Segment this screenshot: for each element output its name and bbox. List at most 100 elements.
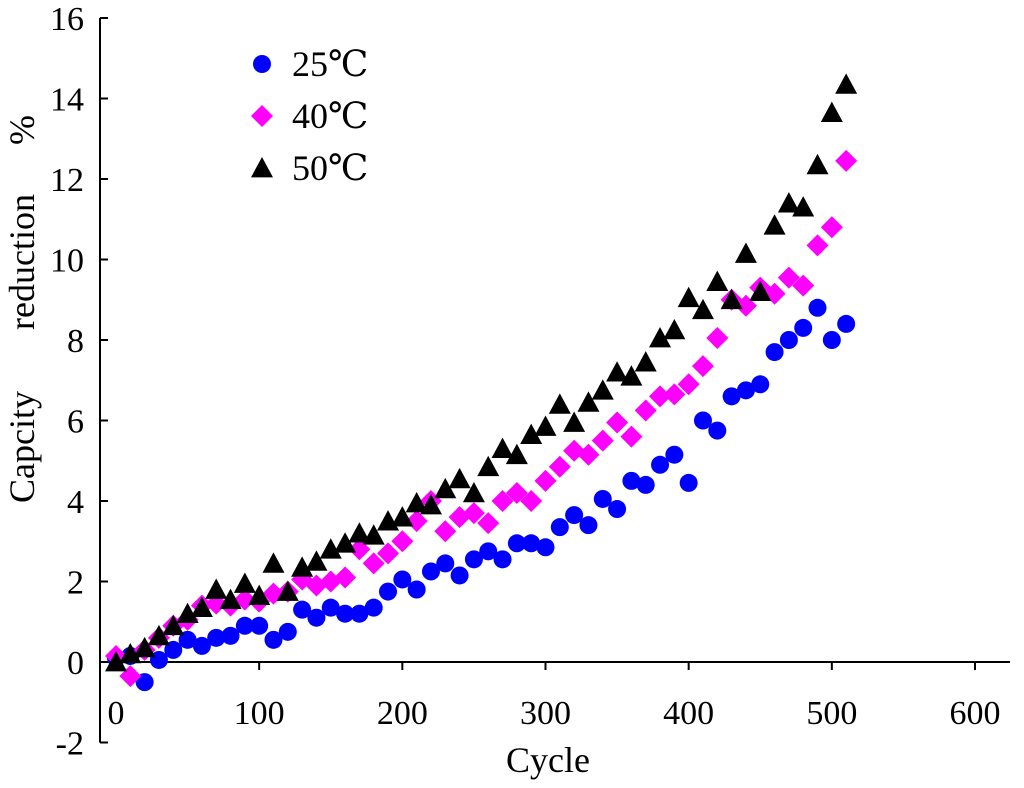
data-point (763, 214, 786, 235)
data-point (677, 373, 700, 396)
data-point (379, 582, 398, 601)
x-tick-label: 200 (377, 695, 428, 732)
data-point (205, 578, 228, 599)
data-point (133, 636, 156, 658)
data-point (835, 149, 858, 172)
data-point (164, 640, 183, 659)
data-point (393, 570, 412, 589)
data-point (779, 331, 798, 349)
data-point (491, 437, 514, 459)
data-point (505, 481, 528, 504)
data-point (178, 630, 197, 649)
data-point (806, 234, 829, 257)
data-point (550, 518, 569, 537)
data-point (765, 343, 784, 362)
data-point (434, 520, 457, 543)
data-point (362, 552, 385, 575)
series-diamond (105, 149, 858, 688)
y-tick-label: 0 (67, 645, 84, 682)
data-point (693, 411, 712, 430)
data-point (651, 455, 670, 474)
x-tick-label: 300 (520, 695, 571, 732)
data-point (162, 614, 185, 636)
y-tick-label: 6 (67, 404, 84, 441)
data-point (105, 651, 127, 672)
y-tick-label: 16 (50, 1, 84, 38)
x-tick-label: 400 (663, 695, 714, 732)
data-point (264, 630, 283, 649)
data-point (391, 530, 414, 553)
data-point (665, 445, 684, 464)
data-point (450, 566, 469, 585)
data-point (534, 469, 557, 492)
y-axis-title-part-1: Capcity (2, 391, 42, 503)
data-point (722, 387, 741, 406)
data-point (608, 500, 627, 519)
data-point (377, 542, 400, 565)
data-point (777, 192, 800, 213)
data-point (505, 443, 528, 465)
data-point (622, 471, 641, 490)
data-point (419, 494, 442, 515)
x-tick-label: 0 (108, 695, 125, 732)
data-point (235, 616, 254, 635)
data-point (407, 580, 426, 599)
data-point (591, 379, 614, 400)
data-point (207, 628, 226, 647)
data-point (276, 580, 299, 601)
x-tick-label: 100 (234, 695, 285, 732)
data-point (421, 562, 440, 581)
legend-label: 40℃ (292, 96, 368, 136)
data-point (792, 196, 815, 217)
data-point (620, 365, 643, 386)
data-point (321, 598, 340, 617)
data-point (221, 626, 240, 645)
y-tick-label: 10 (50, 243, 84, 280)
data-point (520, 490, 543, 512)
data-point (579, 516, 598, 535)
data-point (649, 326, 672, 348)
data-point (706, 326, 729, 349)
x-axis-title: Cycle (506, 740, 590, 780)
data-point (248, 584, 271, 605)
tick-labels: -2 0 2 4 6 8 10 12 14 16 0 100 200 300 400 500 600 (50, 1, 1001, 763)
data-point (391, 506, 414, 527)
y-tick-label: 14 (50, 82, 84, 119)
series-circle (107, 298, 856, 692)
data-point (634, 399, 657, 422)
data-point (649, 385, 672, 408)
legend-label: 50℃ (292, 148, 368, 188)
data-point (364, 598, 383, 617)
data-point (620, 425, 643, 448)
legend-marker (251, 157, 273, 178)
data-point (808, 298, 827, 317)
data-point (720, 288, 743, 310)
x-tick-label: 500 (806, 695, 857, 732)
data-point (507, 534, 526, 553)
data-point (679, 473, 698, 492)
data-point (291, 556, 314, 577)
data-point (147, 624, 170, 646)
data-point (677, 286, 700, 308)
data-point (405, 492, 428, 513)
data-point (606, 361, 629, 382)
y-axis-title-part-3: % (2, 115, 42, 145)
data-point (577, 391, 600, 412)
data-point (434, 477, 457, 499)
y-tick-label: 4 (67, 484, 84, 521)
data-point (636, 475, 655, 494)
data-point (119, 642, 142, 664)
data-point (522, 534, 541, 553)
data-point (806, 153, 829, 175)
data-point (479, 542, 498, 561)
data-point (462, 481, 485, 503)
data-point (176, 602, 199, 624)
x-tick-label: 600 (950, 695, 1001, 732)
data-point (219, 588, 242, 609)
data-point (192, 636, 211, 655)
data-point (691, 298, 714, 320)
data-point (536, 538, 555, 557)
data-point (548, 393, 571, 414)
data-point (348, 522, 371, 543)
